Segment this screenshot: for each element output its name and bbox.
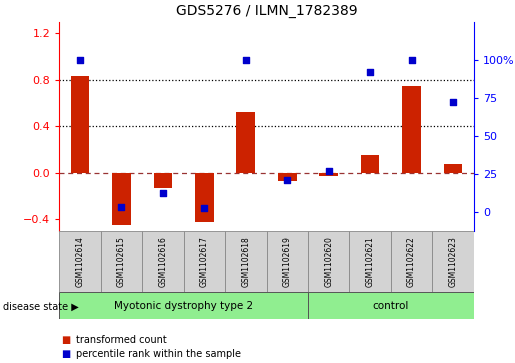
Bar [71,76,89,172]
Text: GSM1102614: GSM1102614 [76,236,84,287]
Text: GSM1102617: GSM1102617 [200,236,209,287]
Bar [402,86,421,172]
Text: GSM1102623: GSM1102623 [449,236,457,287]
Text: GSM1102620: GSM1102620 [324,236,333,287]
Point [407,57,416,63]
Point [117,204,126,210]
Text: transformed count: transformed count [76,335,167,345]
Point [283,177,291,183]
Bar [278,172,297,181]
Point [159,191,167,196]
Text: GSM1102618: GSM1102618 [242,236,250,287]
Bar [267,231,308,292]
Bar [433,231,474,292]
Point [200,205,209,211]
Text: percentile rank within the sample: percentile rank within the sample [76,349,241,359]
Text: ■: ■ [61,349,70,359]
Point [242,57,250,63]
Text: Myotonic dystrophy type 2: Myotonic dystrophy type 2 [114,301,253,311]
Bar [59,231,101,292]
Text: GSM1102622: GSM1102622 [407,236,416,287]
Bar [308,231,349,292]
Bar [101,231,142,292]
Bar [391,231,433,292]
Bar [184,231,225,292]
Point [366,69,374,75]
Point [449,99,457,105]
Bar [112,172,131,225]
Bar [308,292,474,319]
Text: GSM1102621: GSM1102621 [366,236,374,287]
Text: disease state ▶: disease state ▶ [3,302,78,312]
Bar [349,231,391,292]
Bar [153,172,172,188]
Point [324,168,333,174]
Bar [225,231,267,292]
Text: ■: ■ [61,335,70,345]
Text: GSM1102615: GSM1102615 [117,236,126,287]
Text: GSM1102619: GSM1102619 [283,236,291,287]
Bar [319,172,338,176]
Text: control: control [373,301,409,311]
Bar [444,164,462,172]
Bar [236,112,255,172]
Bar [195,172,214,223]
Bar [142,231,183,292]
Bar [361,155,380,172]
Bar [59,292,308,319]
Point [76,57,84,63]
Text: GSM1102616: GSM1102616 [159,236,167,287]
Title: GDS5276 / ILMN_1782389: GDS5276 / ILMN_1782389 [176,4,357,18]
